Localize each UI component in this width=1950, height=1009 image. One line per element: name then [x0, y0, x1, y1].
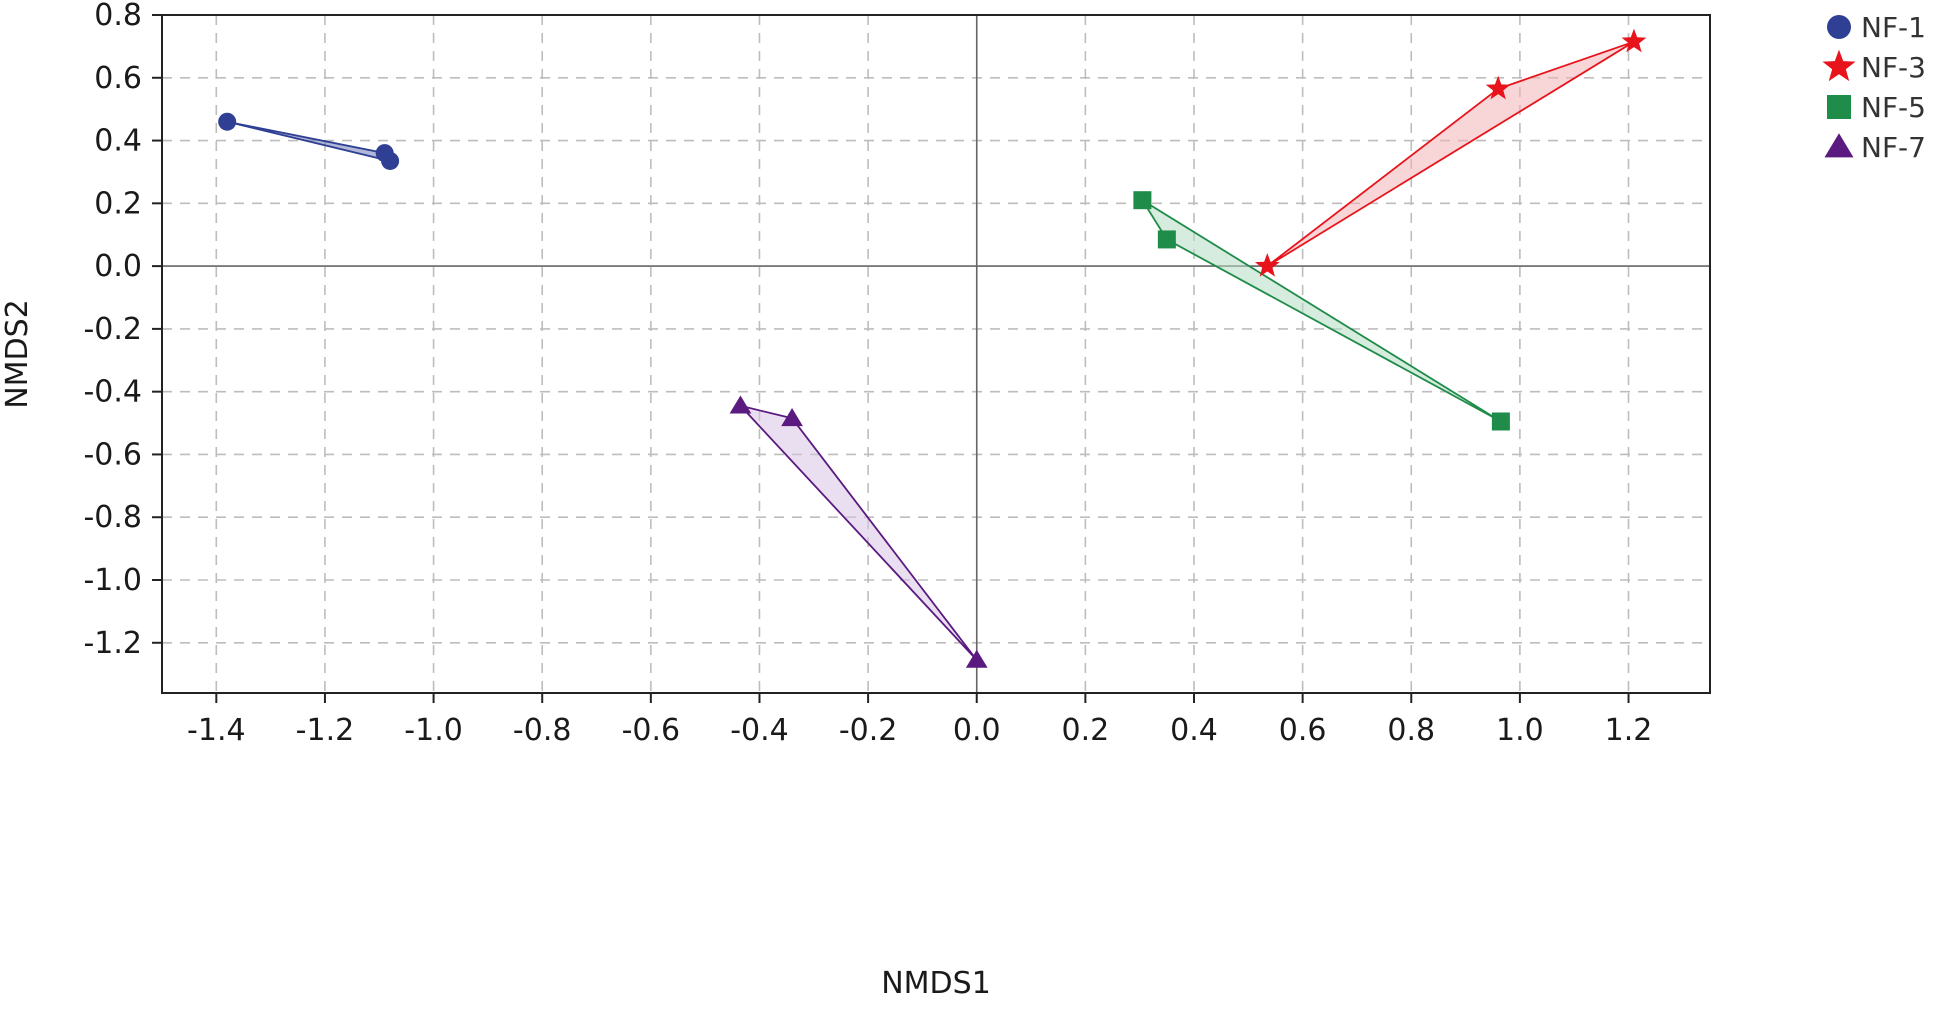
- legend-label: NF-3: [1861, 51, 1926, 84]
- point-nf-3: [1254, 253, 1280, 277]
- grid-layer: [162, 14, 1710, 693]
- x-tick-label: -0.8: [513, 713, 572, 748]
- legend-item-nf-5: NF-5: [1827, 91, 1926, 124]
- legend-marker-nf-1: [1827, 15, 1851, 39]
- point-nf-5: [1491, 412, 1510, 431]
- x-tick-label: 0.2: [1062, 713, 1110, 748]
- x-tick-label: -0.4: [730, 713, 789, 748]
- zero-lines: [162, 15, 1710, 693]
- legend-item-nf-3: NF-3: [1822, 49, 1926, 84]
- hull-nf-5: [1141, 199, 1502, 423]
- x-tick-label: 0.0: [953, 713, 1001, 748]
- point-nf-1: [381, 151, 400, 170]
- data-points: [218, 28, 1647, 668]
- y-tick-label: 0.8: [94, 0, 142, 33]
- hull-nf-3: [1266, 40, 1635, 268]
- legend-marker-nf-7: [1824, 133, 1854, 158]
- legend-item-nf-7: NF-7: [1824, 131, 1926, 164]
- x-tick-label: -0.6: [622, 713, 681, 748]
- legend-item-nf-1: NF-1: [1827, 11, 1926, 44]
- point-nf-1: [218, 112, 237, 131]
- y-tick-label: -0.4: [83, 375, 142, 410]
- legend-label: NF-7: [1861, 131, 1926, 164]
- x-tick-label: -1.2: [296, 713, 355, 748]
- point-nf-7: [965, 649, 988, 668]
- x-tick-label: 0.4: [1170, 713, 1218, 748]
- y-tick-label: 0.0: [94, 249, 142, 284]
- x-tick-label: 0.8: [1387, 713, 1435, 748]
- y-tick-label: -0.6: [83, 437, 142, 472]
- point-nf-3: [1485, 75, 1511, 100]
- legend-marker-nf-3: [1822, 49, 1856, 82]
- legend-label: NF-1: [1861, 11, 1926, 44]
- y-tick-label: 0.2: [94, 186, 142, 221]
- point-nf-3: [1621, 28, 1647, 53]
- x-axis-title: NMDS1: [881, 966, 991, 1001]
- x-tick-label: 1.0: [1496, 713, 1544, 748]
- y-tick-label: -0.8: [83, 500, 142, 535]
- x-tick-label: -1.4: [187, 713, 246, 748]
- y-tick-label: -0.2: [83, 312, 142, 347]
- point-nf-7: [781, 407, 803, 427]
- x-tick-label: -0.2: [839, 713, 898, 748]
- group-hulls: [226, 40, 1635, 661]
- legend-label: NF-5: [1861, 91, 1926, 124]
- y-tick-label: 0.6: [94, 61, 142, 96]
- point-nf-5: [1133, 191, 1152, 210]
- point-nf-7: [729, 395, 752, 414]
- y-tick-label: -1.0: [83, 563, 142, 598]
- y-tick-label: -1.2: [83, 626, 142, 661]
- legend-marker-nf-5: [1827, 95, 1851, 119]
- hull-nf-7: [739, 404, 978, 661]
- y-tick-label: 0.4: [94, 124, 142, 159]
- plot-frame: [161, 14, 1711, 694]
- x-tick-label: 1.2: [1605, 713, 1653, 748]
- point-nf-5: [1157, 230, 1176, 249]
- legend: NF-1 NF-3 NF-5 NF-7: [1822, 11, 1926, 164]
- y-axis-title: NMDS2: [0, 299, 35, 409]
- x-tick-label: -1.0: [404, 713, 463, 748]
- y-axis-ticks: 0.8 0.6 0.4 0.2 0.0 -0.2 -0.4 -0.6 -0.8 -1.0 -1.2: [83, 0, 162, 661]
- x-tick-label: 0.6: [1279, 713, 1327, 748]
- x-axis-ticks: -1.4 -1.2 -1.0 -0.8 -0.6 -0.4 -0.2 0.0 0.2 0.4 0.6…: [187, 693, 1652, 748]
